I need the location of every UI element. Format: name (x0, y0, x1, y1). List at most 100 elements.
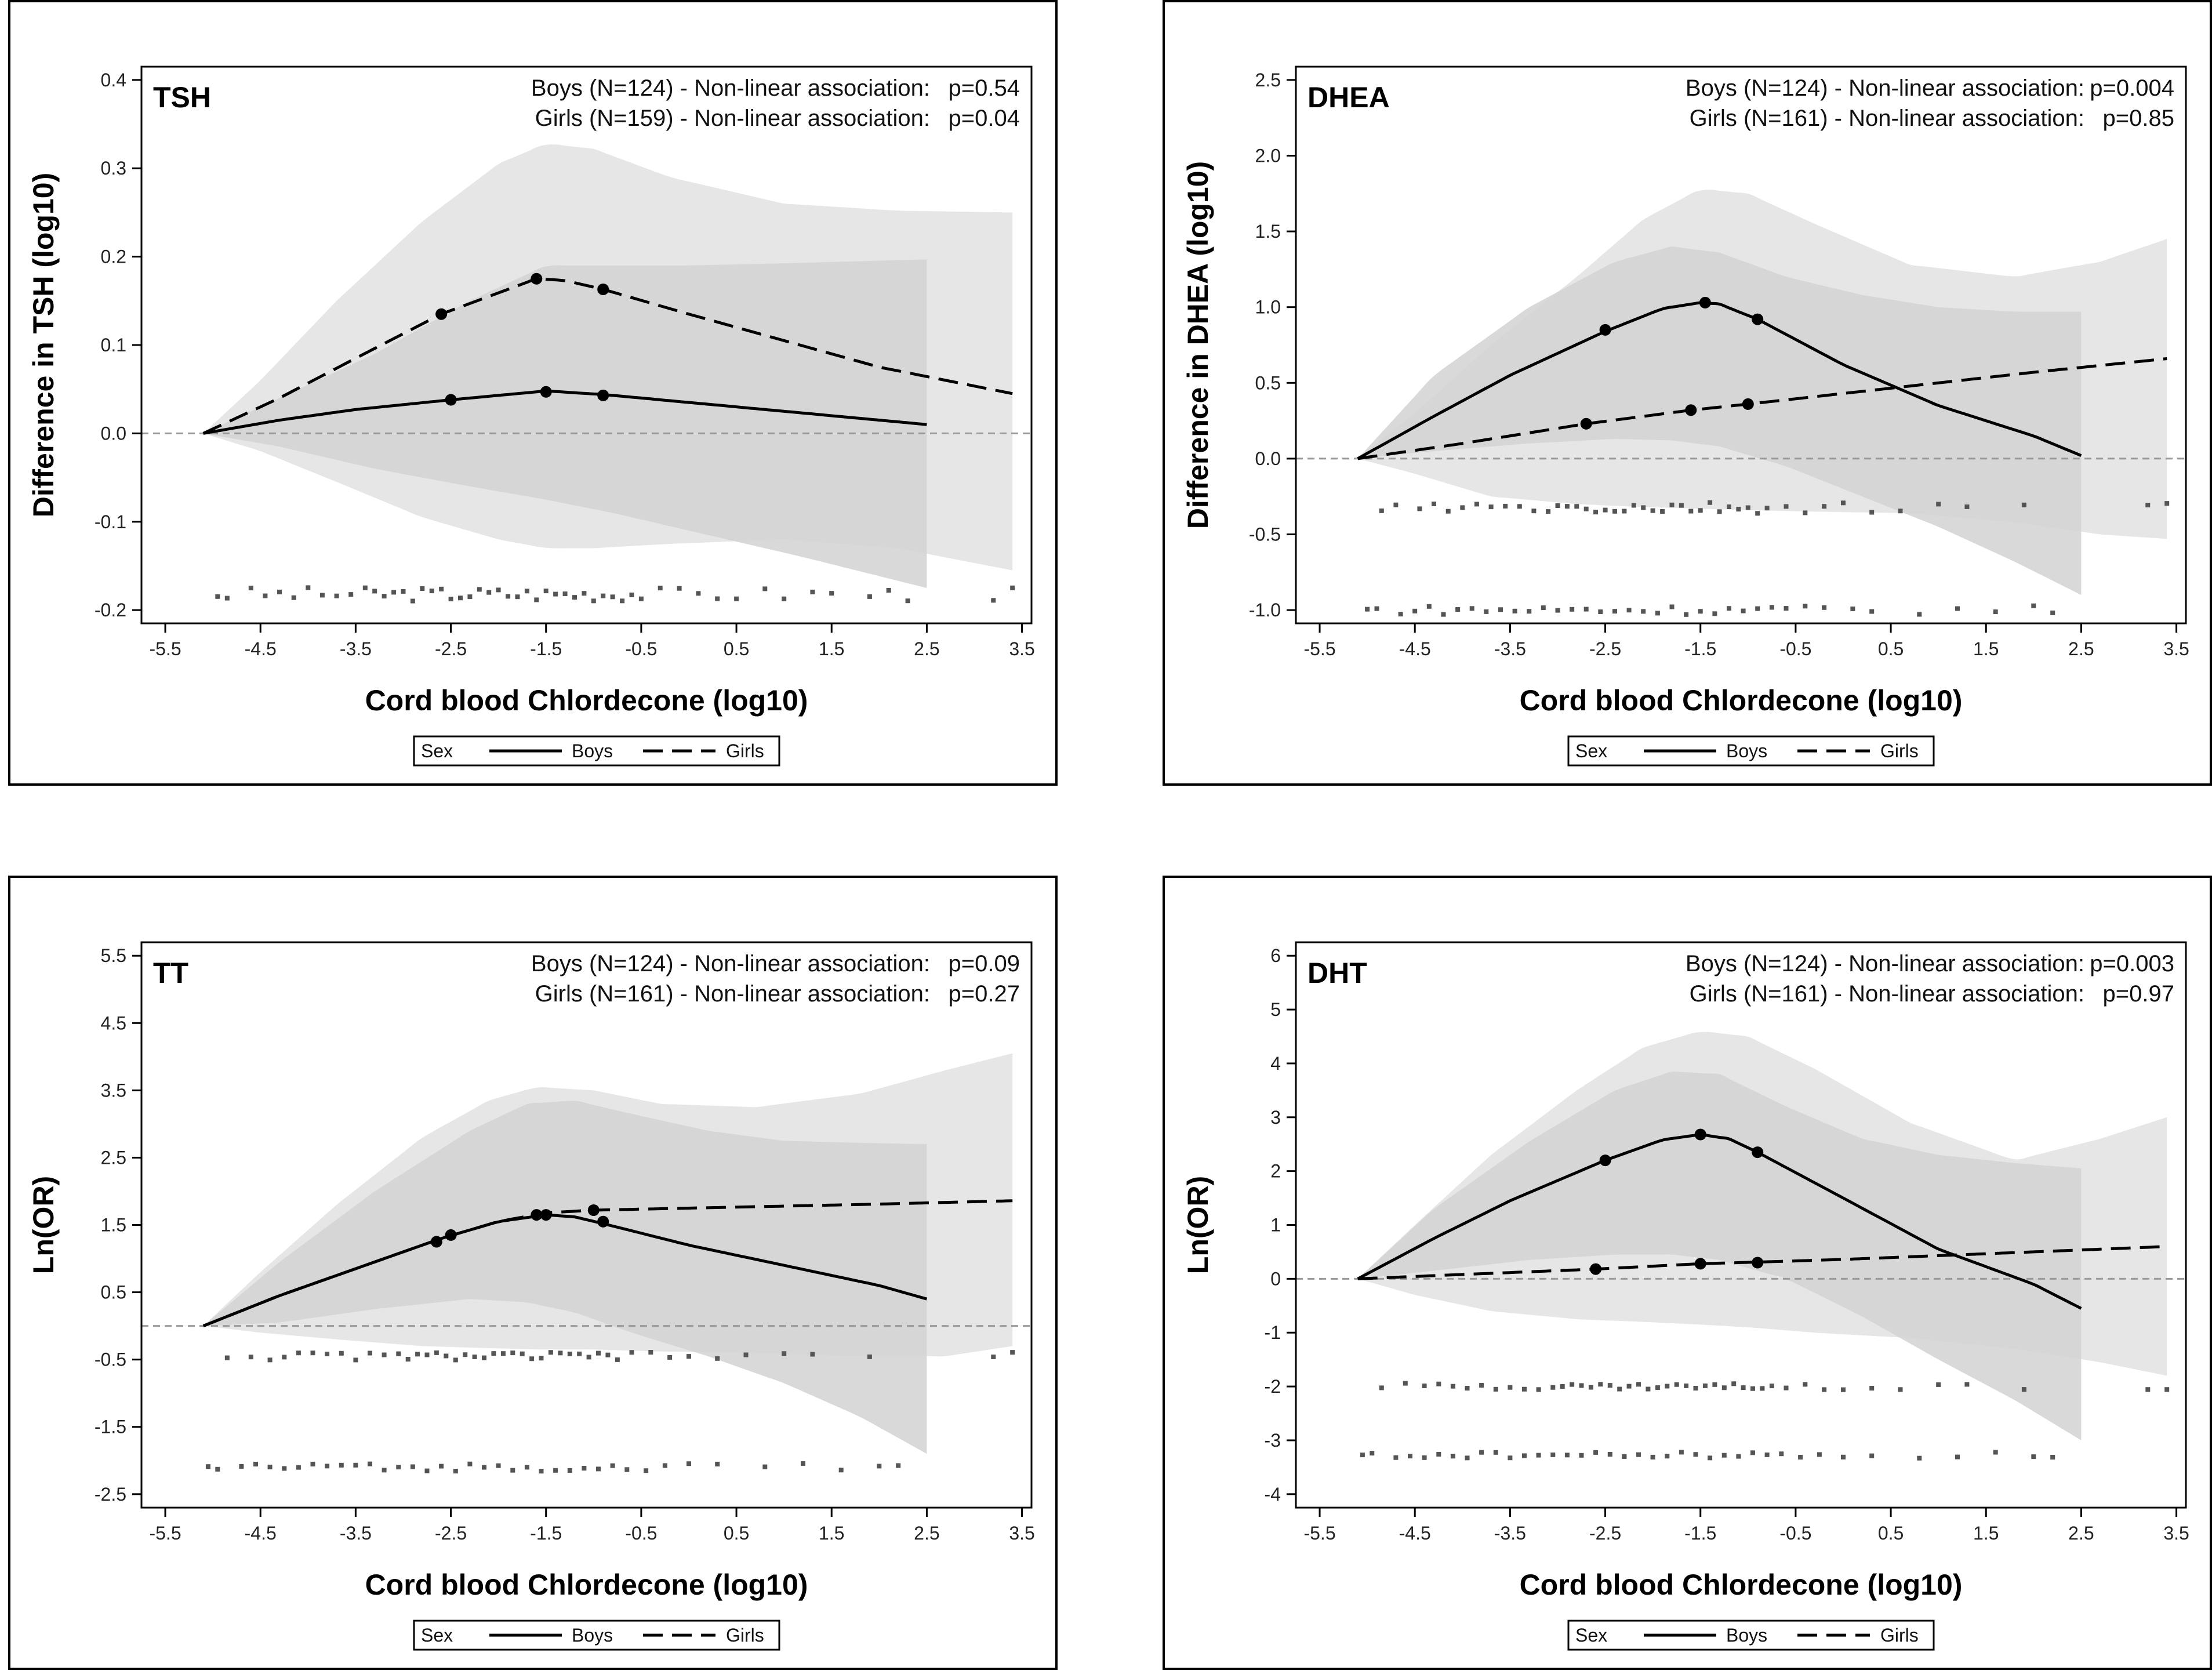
tsh-rug-mark (382, 594, 387, 599)
tsh-rug-mark (696, 591, 701, 596)
tsh-rug-mark (810, 589, 815, 594)
dhea-annotation-p: p=0.004 (2090, 75, 2174, 101)
tt-x-axis-label: Cord blood Chlordecone (log10) (365, 1569, 808, 1601)
tt-rug-mark (248, 1355, 253, 1360)
tt-rug-mark (339, 1350, 344, 1356)
tsh-rug-mark (991, 598, 996, 603)
dhea-rug-mark (1460, 505, 1465, 510)
dht-series-marker-girls (1590, 1263, 1602, 1275)
tt-rug-mark (396, 1351, 401, 1356)
tt-rug-mark (500, 1351, 506, 1356)
tt-rug-mark (339, 1462, 344, 1468)
chart-dht: -5.5 -4.5 -3.5 -2.5 -1.5 -0.5 0.5 1.5 2.5 3.5 -4 -3… (1163, 876, 2212, 1670)
tt-rug-mark (582, 1466, 587, 1471)
dhea-series-marker-girls (1685, 404, 1697, 416)
dht-rug-mark (1465, 1386, 1470, 1391)
tt-rug-mark (877, 1464, 882, 1469)
tsh-rug-mark (534, 597, 539, 602)
panel-tsh: -5.5 -4.5 -3.5 -2.5 -1.5 -0.5 0.5 1.5 2.5 3.5 -0.2… (8, 0, 1058, 786)
dht-rug-mark (1674, 1382, 1679, 1387)
tt-y-tick-label: -0.5 (95, 1349, 126, 1370)
tt-rug-mark (596, 1350, 601, 1356)
tt-rug-mark (368, 1461, 372, 1466)
chart-tt: -5.5 -4.5 -3.5 -2.5 -1.5 -0.5 0.5 1.5 2.5 3.5 -2.5… (8, 876, 1058, 1670)
tsh-y-tick-label: 0.0 (101, 423, 126, 444)
tsh-y-tick-label: 0.3 (101, 158, 126, 179)
tsh-legend-label-boys: Boys (572, 740, 613, 761)
tt-rug-mark (463, 1352, 468, 1357)
dht-rug-mark (1370, 1451, 1375, 1456)
dhea-x-tick-label: 2.5 (2068, 638, 2094, 659)
tsh-annotation-label: Girls (N=159) - Non-linear association: (535, 106, 930, 131)
dht-rug-mark (1679, 1450, 1684, 1455)
dhea-rug-mark (1784, 504, 1789, 509)
tsh-series-marker-girls (435, 308, 448, 320)
dhea-rug-mark (1570, 607, 1575, 612)
dht-rug-mark (1560, 1384, 1565, 1389)
tt-rug-mark (353, 1357, 358, 1363)
dht-rug-mark (1636, 1382, 1641, 1387)
dht-rug-mark (1964, 1382, 1970, 1387)
dht-rug-mark (1702, 1383, 1708, 1388)
dhea-rug-mark (1474, 502, 1479, 507)
tsh-y-tick-label: 0.4 (101, 70, 126, 90)
dht-rug-mark (1617, 1386, 1622, 1392)
dht-legend-title: Sex (1575, 1625, 1607, 1646)
dht-rug-mark (1393, 1455, 1399, 1460)
tt-rug-mark (424, 1468, 430, 1473)
dhea-rug-mark (1441, 612, 1446, 617)
tsh-rug-mark (429, 589, 434, 594)
dhea-rug-mark (1583, 607, 1589, 612)
dht-rug-mark (1436, 1381, 1441, 1386)
dhea-rug-mark (1626, 608, 1632, 613)
tsh-rug-mark (867, 594, 872, 599)
dht-rug-mark (1955, 1454, 1960, 1460)
tt-rug-mark (644, 1468, 649, 1473)
tsh-rug-mark (277, 589, 282, 594)
dhea-x-tick-label: 3.5 (2163, 638, 2189, 659)
dht-rug-mark (1564, 1453, 1570, 1458)
tt-rug-mark (743, 1352, 749, 1357)
tt-annotation-label: Girls (N=161) - Non-linear association: (535, 981, 930, 1007)
tt-x-tick-label: 1.5 (819, 1523, 844, 1544)
dhea-rug-mark (1432, 502, 1436, 506)
dhea-rug-mark (1741, 608, 1746, 613)
dht-x-tick-label: 2.5 (2068, 1523, 2094, 1544)
tsh-rug-mark (372, 589, 377, 594)
tt-rug-mark (368, 1350, 372, 1356)
tt-rug-mark (253, 1461, 258, 1466)
dhea-x-axis-label: Cord blood Chlordecone (log10) (1520, 684, 1963, 717)
dhea-rug-mark (1593, 510, 1599, 515)
tt-rug-mark (867, 1354, 872, 1359)
tt-series-marker-girls (587, 1204, 600, 1216)
dht-rug-mark (1769, 1384, 1774, 1389)
tsh-x-tick-label: -5.5 (149, 638, 181, 659)
tt-rug-mark (405, 1357, 411, 1362)
dhea-rug-mark (1445, 509, 1451, 514)
dht-rug-mark (1588, 1385, 1593, 1390)
dht-rug-mark (1570, 1382, 1575, 1387)
dht-y-tick-label: 1 (1270, 1215, 1281, 1236)
dht-rug-mark (1650, 1454, 1655, 1460)
dhea-ci-band-boys (1357, 246, 2082, 596)
dht-rug-mark (1536, 1453, 1541, 1458)
dhea-rug-mark (1365, 607, 1370, 612)
dht-x-tick-label: 1.5 (1973, 1523, 1999, 1544)
tt-rug-mark (596, 1466, 601, 1472)
tt-rug-mark (577, 1351, 582, 1356)
tt-rug-mark (586, 1355, 591, 1360)
dhea-rug-mark (1527, 609, 1532, 614)
dht-panel-title: DHT (1307, 957, 1367, 989)
dht-x-tick-label: -5.5 (1303, 1523, 1335, 1544)
dhea-x-tick-label: -0.5 (1779, 638, 1811, 659)
dht-x-tick-label: 0.5 (1878, 1523, 1904, 1544)
dht-x-axis-label: Cord blood Chlordecone (log10) (1520, 1569, 1963, 1601)
tsh-y-axis-label: Difference in TSH (log10) (27, 173, 60, 518)
dhea-rug-mark (1631, 503, 1636, 508)
dhea-y-tick-label: 0.0 (1255, 448, 1281, 469)
tsh-series-marker-boys (597, 389, 609, 401)
tt-rug-mark (567, 1351, 572, 1356)
tt-rug-mark (382, 1468, 387, 1473)
dhea-rug-mark (1498, 607, 1503, 612)
tsh-rug-mark (886, 588, 891, 593)
